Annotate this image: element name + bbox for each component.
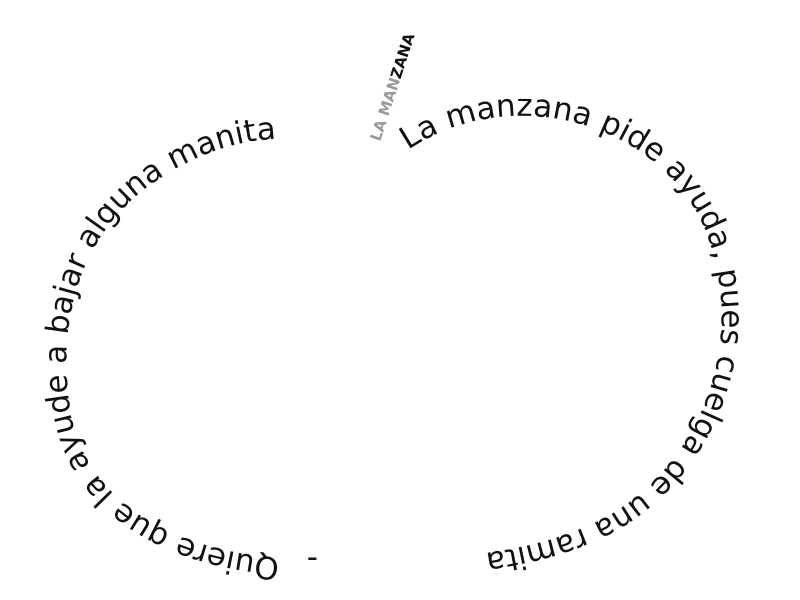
poem-right-arc-path: La manzana pide ayuda, pues cuelga de un… xyxy=(393,88,749,581)
poem-right-arc: La manzana pide ayuda, pues cuelga de un… xyxy=(393,88,749,581)
poem-left-arc: Quiere que la ayude a bajar alguna manit… xyxy=(38,111,281,586)
stem-label-dark: ZANA xyxy=(387,31,419,81)
poem-dash: - xyxy=(307,542,318,578)
poem-left-arc-path: Quiere que la ayude a bajar alguna manit… xyxy=(38,111,281,586)
